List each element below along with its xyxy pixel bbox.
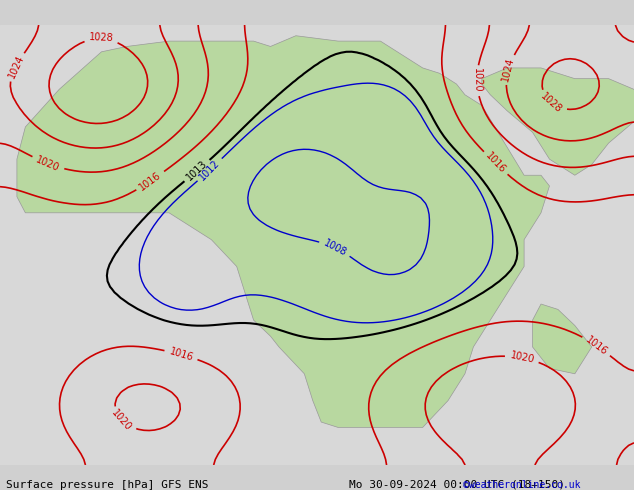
Text: 1016: 1016 [584,334,609,357]
Text: 1024: 1024 [6,53,25,80]
Polygon shape [17,36,550,427]
Text: 1012: 1012 [198,157,222,182]
Text: 1028: 1028 [89,32,113,44]
Text: 1016: 1016 [138,170,164,192]
Text: 1028: 1028 [539,91,564,115]
Text: 1020: 1020 [472,68,482,93]
Text: 1024: 1024 [500,56,516,83]
Text: Mo 30-09-2024 00:00 UTC (18+150): Mo 30-09-2024 00:00 UTC (18+150) [349,480,565,490]
Text: Surface pressure [hPa] GFS ENS: Surface pressure [hPa] GFS ENS [6,480,209,490]
Text: 1020: 1020 [509,350,535,365]
Text: 1016: 1016 [484,151,507,175]
Text: 1013: 1013 [184,159,209,183]
Text: ©weatheronline.co.uk: ©weatheronline.co.uk [463,480,580,490]
Text: 1008: 1008 [322,238,349,258]
Polygon shape [533,304,592,374]
Text: 1016: 1016 [168,346,194,363]
Text: 1020: 1020 [35,154,61,173]
Text: 1020: 1020 [110,408,134,433]
Polygon shape [482,68,634,175]
